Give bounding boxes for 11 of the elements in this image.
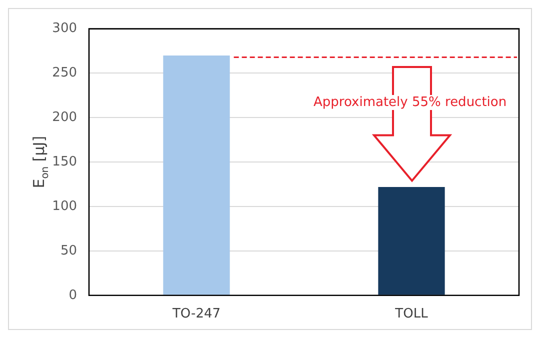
y-tick-label: 50 bbox=[60, 243, 77, 258]
x-tick-label: TOLL bbox=[394, 306, 429, 322]
x-tick-label: TO-247 bbox=[171, 306, 221, 322]
y-axis-title: Eon [μJ] bbox=[30, 136, 51, 188]
y-tick-label: 300 bbox=[52, 21, 77, 36]
y-tick-label: 0 bbox=[68, 288, 77, 303]
y-tick-label: 150 bbox=[52, 154, 77, 170]
y-tick-label: 100 bbox=[52, 198, 77, 214]
y-tick-label: 200 bbox=[52, 110, 77, 126]
annotation: Approximately 55% reduction bbox=[312, 95, 509, 110]
y-tick-label: 250 bbox=[52, 66, 77, 81]
